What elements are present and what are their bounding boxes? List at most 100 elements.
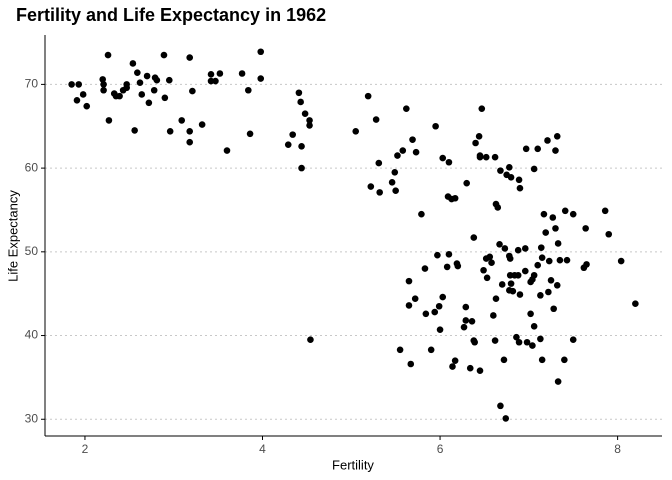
point [516, 184, 524, 192]
point [492, 295, 500, 303]
y-tick-label: 60 [25, 160, 39, 174]
point [476, 152, 484, 159]
point [472, 139, 479, 147]
point [295, 89, 303, 97]
point [544, 137, 551, 144]
point [494, 204, 502, 211]
point [129, 60, 137, 67]
point [306, 122, 313, 129]
point [545, 288, 552, 296]
point [178, 117, 186, 124]
point [466, 364, 474, 372]
point [507, 174, 515, 181]
point [569, 210, 577, 218]
point [516, 291, 524, 298]
point [534, 261, 542, 269]
point [145, 99, 153, 107]
point [284, 141, 292, 148]
point [412, 148, 420, 156]
chart-title: Fertility and Life Expectancy in 1962 [16, 5, 326, 25]
point [298, 164, 305, 172]
point [470, 234, 478, 241]
point [491, 337, 499, 344]
point [553, 282, 561, 289]
point [530, 323, 538, 330]
point [376, 189, 383, 196]
point [105, 117, 113, 124]
point [605, 230, 613, 238]
point [538, 356, 546, 364]
point [527, 310, 534, 318]
point [462, 317, 470, 324]
point [515, 338, 523, 346]
point [405, 277, 413, 285]
point [83, 102, 91, 110]
point [427, 346, 435, 354]
y-axis-label: Life Expectancy [5, 190, 20, 282]
point [100, 81, 107, 88]
point [298, 143, 305, 150]
point [549, 214, 557, 221]
point [523, 338, 531, 346]
y-tick-label: 30 [25, 411, 39, 425]
point [418, 210, 425, 218]
point [497, 167, 504, 174]
point [439, 293, 447, 301]
point [471, 338, 478, 346]
point [454, 262, 462, 270]
point [462, 303, 470, 311]
point [506, 255, 514, 262]
point [352, 127, 360, 135]
point [388, 179, 396, 186]
y-tick-label: 70 [25, 77, 39, 91]
point [153, 76, 161, 84]
point [552, 225, 559, 232]
point [482, 153, 490, 161]
point [521, 267, 529, 275]
point [73, 96, 81, 104]
point [550, 305, 557, 313]
point [297, 98, 304, 106]
y-tick-label: 50 [25, 244, 39, 258]
point [392, 187, 399, 195]
point [500, 356, 508, 364]
point [451, 194, 459, 202]
point [198, 121, 206, 128]
point [530, 271, 538, 279]
point [364, 92, 372, 100]
point [411, 295, 419, 303]
point [405, 302, 413, 309]
point [394, 152, 401, 159]
point [521, 245, 529, 252]
point [554, 240, 562, 247]
point [537, 244, 545, 251]
point [421, 265, 429, 272]
point [212, 77, 219, 85]
point [522, 145, 530, 153]
point [396, 346, 404, 354]
point [553, 132, 561, 140]
point [165, 76, 173, 84]
point [443, 263, 451, 271]
point [104, 51, 112, 59]
point [515, 176, 523, 184]
point [445, 158, 453, 166]
point [502, 415, 510, 422]
point [75, 81, 83, 88]
point [451, 357, 459, 364]
point [138, 91, 146, 98]
point [601, 207, 609, 215]
point [534, 145, 542, 153]
point [514, 246, 522, 254]
point [99, 76, 107, 83]
point [491, 153, 499, 161]
point [552, 147, 559, 154]
point [509, 287, 517, 295]
point [123, 84, 130, 92]
point [569, 336, 577, 344]
point [475, 132, 483, 140]
x-axis-label: Fertility [332, 457, 374, 472]
point [68, 81, 75, 88]
point [131, 127, 138, 134]
